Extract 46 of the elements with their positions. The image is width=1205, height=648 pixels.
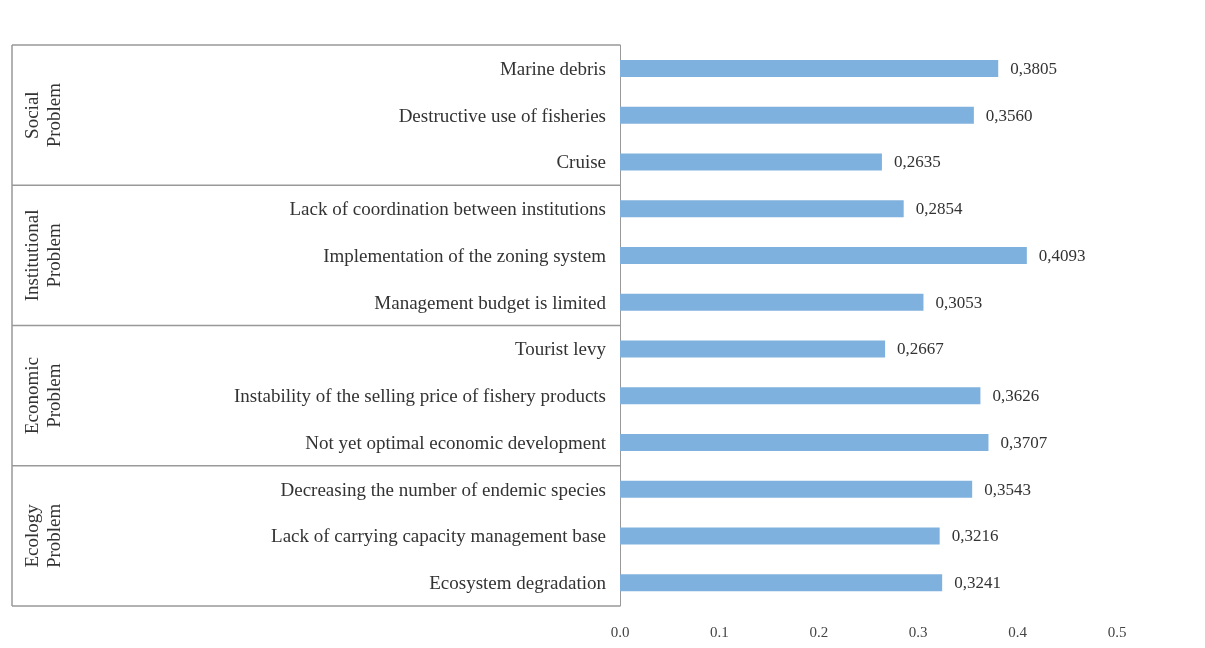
y-tick-label: Decreasing the number of endemic species xyxy=(280,478,606,500)
y-tick-label: Destructive use of fisheries xyxy=(398,104,606,126)
bar xyxy=(620,106,974,124)
data-label: 0,3053 xyxy=(935,292,983,312)
bar xyxy=(620,246,1027,264)
data-label: 0,3543 xyxy=(984,479,1031,499)
y-tick-label: Lack of carrying capacity management base xyxy=(271,525,606,547)
bar xyxy=(620,387,981,405)
x-tick-label: 0.5 xyxy=(1107,623,1127,640)
bar xyxy=(620,59,999,77)
text: Ecology Problem xyxy=(20,503,64,569)
data-label: 0,2667 xyxy=(897,339,945,359)
x-tick-label: 0.2 xyxy=(809,623,829,640)
data-label: 0,3241 xyxy=(954,573,1001,593)
y-tick-label: Marine debris xyxy=(499,57,606,79)
bar xyxy=(620,153,882,171)
text: Economic Problem xyxy=(20,357,64,435)
y-tick-label: Ecosystem degradation xyxy=(429,572,607,594)
bar xyxy=(620,480,973,498)
data-label: 0,3805 xyxy=(1010,58,1057,78)
data-label: 0,4093 xyxy=(1038,245,1086,265)
bar xyxy=(620,200,904,218)
y-tick-label: Instability of the selling price of fishery products xyxy=(234,385,606,407)
y-tick-label: Lack of coordination between institutions xyxy=(289,198,606,220)
text: Social Problem xyxy=(20,82,64,148)
x-tick-label: 0.0 xyxy=(610,623,630,640)
data-label: 0,3626 xyxy=(992,386,1040,406)
bar xyxy=(620,574,943,592)
x-tick-label: 0.1 xyxy=(710,623,729,640)
y-tick-label: Not yet optimal economic development xyxy=(305,431,607,453)
bar xyxy=(620,527,940,545)
data-label: 0,3560 xyxy=(985,105,1033,125)
bar xyxy=(620,433,989,451)
y-tick-label: Cruise xyxy=(556,151,606,173)
bar xyxy=(620,340,886,358)
bar xyxy=(620,293,924,311)
y-tick-label: Management budget is limited xyxy=(374,291,607,313)
data-label: 0,2635 xyxy=(893,152,941,172)
y-tick-label: Tourist levy xyxy=(514,338,607,360)
data-label: 0,2854 xyxy=(915,199,963,219)
data-label: 0,3707 xyxy=(1000,432,1048,452)
data-label: 0,3216 xyxy=(951,526,999,546)
text: Institutional Problem xyxy=(20,209,64,302)
y-tick-label: Implementation of the zoning system xyxy=(323,244,607,266)
x-tick-label: 0.3 xyxy=(908,623,928,640)
x-tick-label: 0.4 xyxy=(1008,623,1028,640)
